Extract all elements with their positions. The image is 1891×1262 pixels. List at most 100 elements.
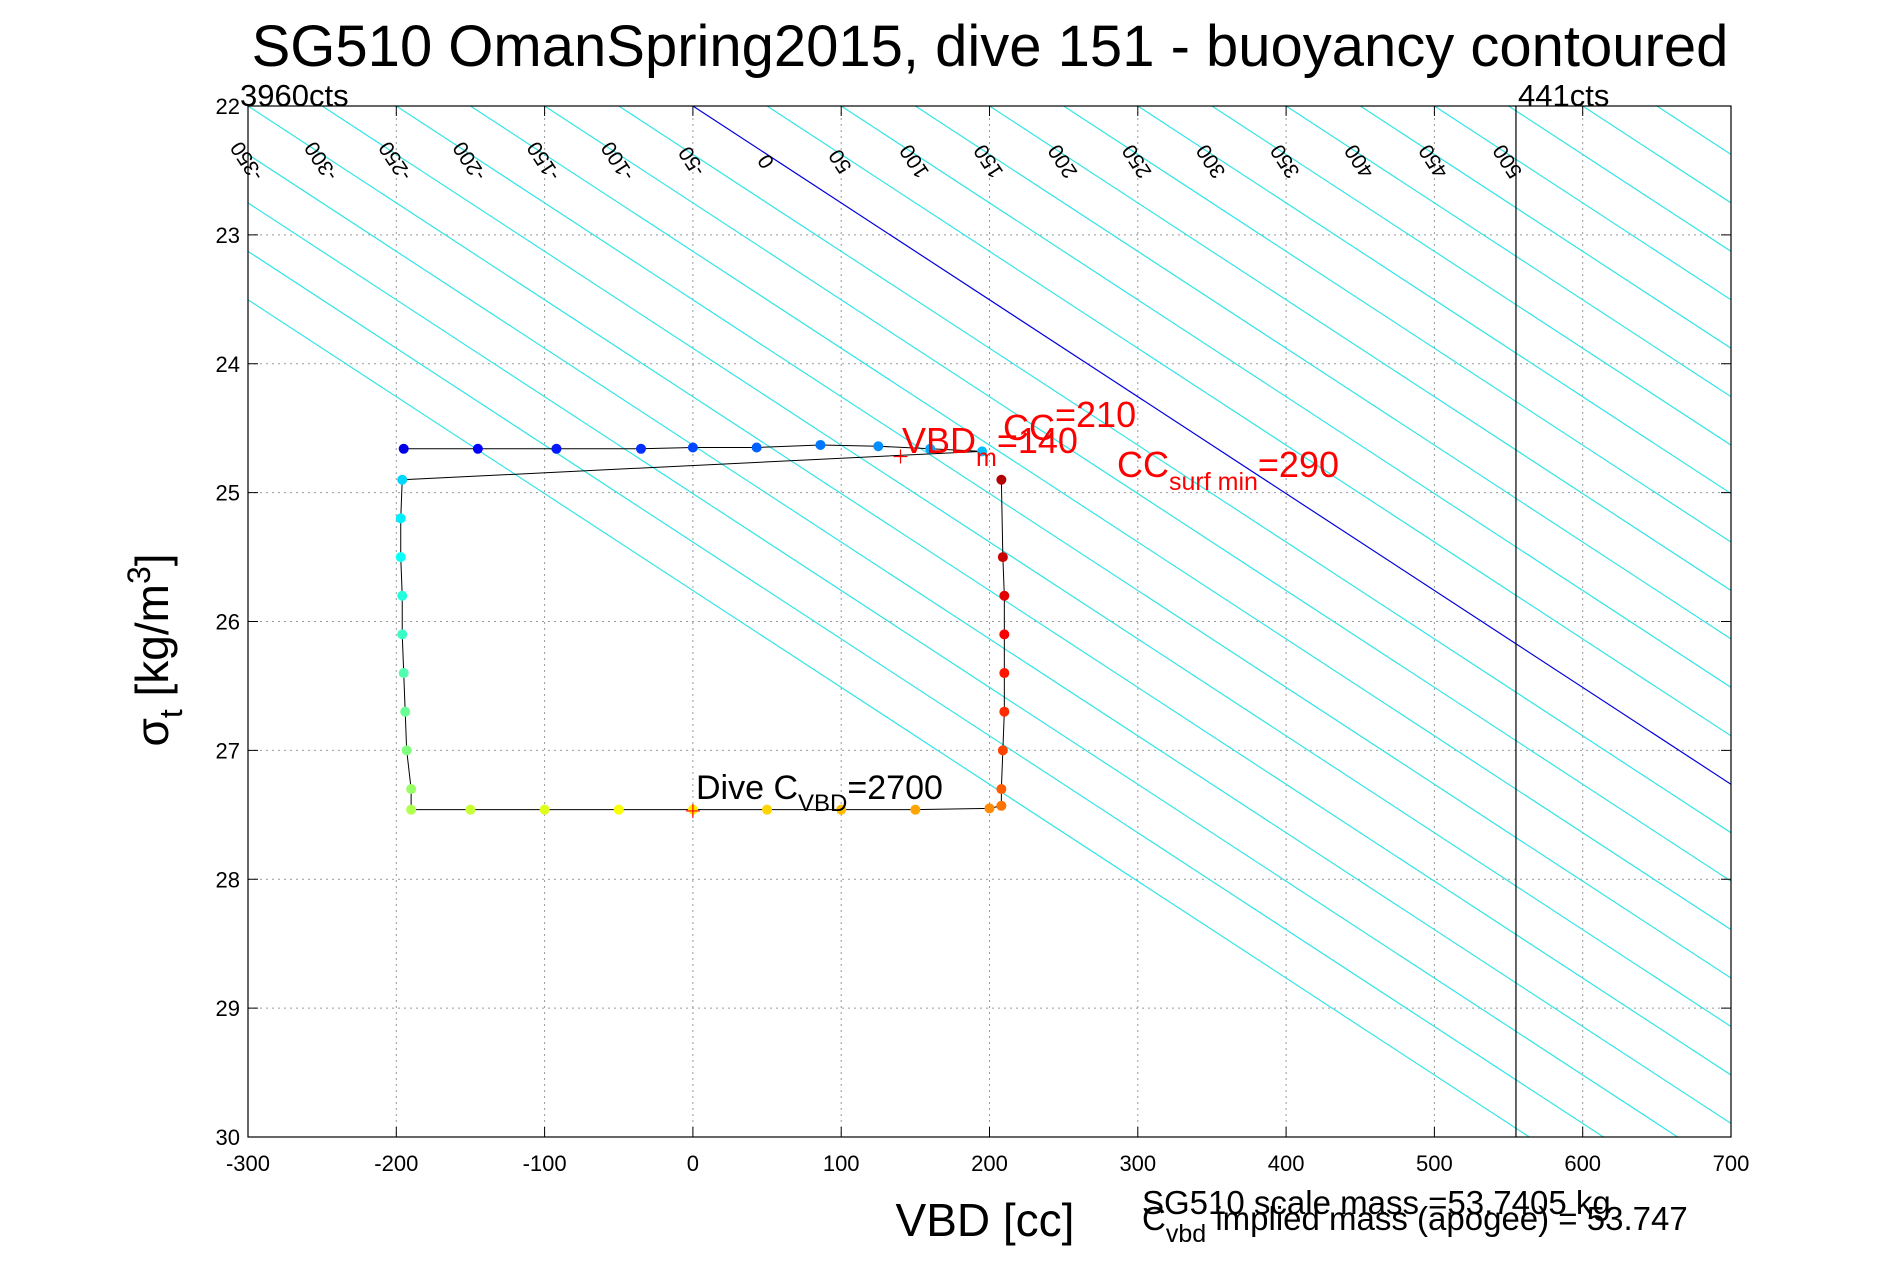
trace-point xyxy=(815,439,826,450)
x-tick-label: -300 xyxy=(226,1151,270,1176)
vbd-min-label-sub: m xyxy=(976,444,997,472)
contour-label: 0 xyxy=(754,150,780,172)
trace-point xyxy=(539,804,550,815)
contour-label: 50 xyxy=(824,145,856,177)
trace-point xyxy=(472,443,483,454)
contour-line xyxy=(321,106,1731,1028)
implied-sub: vbd xyxy=(1166,1220,1206,1248)
y-label-sub: t xyxy=(153,709,189,718)
dive-cvbd-label-base: Dive C xyxy=(696,769,798,807)
contour-line xyxy=(1063,106,1731,543)
vbd-min-label-base: VBD xyxy=(902,420,976,461)
cc-label: CC=210 xyxy=(1003,394,1136,448)
contour-label: 100 xyxy=(895,140,933,182)
x-tick-label: 700 xyxy=(1713,1151,1750,1176)
trace-point xyxy=(925,443,936,454)
y-label-close: ] xyxy=(126,553,178,566)
cc-surf-min-label-base: CC xyxy=(1117,444,1169,485)
contour-line xyxy=(248,202,1678,1137)
cc-label-base: CC xyxy=(1003,407,1055,448)
trace-point xyxy=(406,804,417,815)
trace-point xyxy=(996,784,1007,795)
contour-line xyxy=(1285,106,1731,398)
apogee-marker xyxy=(893,449,908,464)
trace-point xyxy=(406,784,417,795)
trace-point xyxy=(997,745,1008,756)
contour-label: 250 xyxy=(1118,140,1156,182)
y-tick-label: 26 xyxy=(216,610,240,635)
y-label-unit: [kg/m xyxy=(126,584,178,709)
y-tick-label: 23 xyxy=(216,223,240,248)
y-tick-label: 22 xyxy=(216,94,240,119)
contour-label: 200 xyxy=(1044,140,1082,182)
contour-line xyxy=(1359,106,1731,349)
contour-line xyxy=(1211,106,1731,446)
dive-trace xyxy=(395,439,1010,815)
trace-point xyxy=(465,804,476,815)
x-tick-label: -200 xyxy=(374,1151,418,1176)
contour-line xyxy=(1656,106,1731,156)
x-axis-ticks: -300 -200 -100 0 100 200 300 400 500 600 700 xyxy=(226,106,1749,1176)
grid-lines xyxy=(247,105,1732,1138)
implied-base: C xyxy=(1142,1200,1166,1237)
cc-surf-min-label: CCsurf min=290 xyxy=(1117,444,1339,496)
x-tick-label: 100 xyxy=(823,1151,860,1176)
x-tick-label: 200 xyxy=(971,1151,1008,1176)
contour-line xyxy=(544,106,1731,882)
trace-point xyxy=(397,629,408,640)
chart-title: SG510 OmanSpring2015, dive 151 - buoyanc… xyxy=(252,14,1729,79)
trace-point xyxy=(996,800,1007,811)
implied-mass-text: Cvbd implied mass (apogee) = 53.747 xyxy=(1142,1200,1688,1248)
x-axis-label: VBD [cc] xyxy=(896,1194,1075,1246)
contour-label: 350 xyxy=(1266,140,1304,182)
trace-point xyxy=(751,442,762,453)
x-tick-label: 400 xyxy=(1268,1151,1305,1176)
contour-label: 300 xyxy=(1192,140,1230,182)
contour-line xyxy=(248,250,1604,1137)
dive-cvbd-label-sub: VBD xyxy=(798,790,847,817)
contour-label: 400 xyxy=(1340,140,1378,182)
contour-line xyxy=(248,299,1530,1137)
trace-point xyxy=(395,513,406,524)
contour-line xyxy=(395,106,1731,979)
trace-point xyxy=(395,552,406,563)
contour-line xyxy=(692,106,1731,786)
contour-label: -350 xyxy=(226,137,268,185)
trace-point xyxy=(398,668,409,679)
contour-line xyxy=(840,106,1731,689)
contour-label: -50 xyxy=(674,142,710,180)
trace-point xyxy=(635,443,646,454)
contour-line xyxy=(1879,106,1891,1137)
trace-point xyxy=(401,745,412,756)
trace-point xyxy=(996,474,1007,485)
vbd-min-label-value: =140 xyxy=(997,420,1078,461)
scale-mass-text: SG510 scale mass =53.7405 kg xyxy=(1142,1184,1611,1221)
contour-line xyxy=(618,106,1731,834)
trace-point xyxy=(400,706,411,717)
trace-point xyxy=(551,443,562,454)
dive-cvbd-label: Dive CVBD=2700 xyxy=(696,769,943,817)
trace-point xyxy=(873,441,884,452)
trace-point xyxy=(613,804,624,815)
contour-line xyxy=(989,106,1731,592)
contour-line xyxy=(915,106,1731,640)
trace-point xyxy=(997,552,1008,563)
cc-surf-min-label-sub: surf min xyxy=(1169,468,1258,496)
contour-label: 150 xyxy=(970,140,1008,182)
x-tick-label: 0 xyxy=(687,1151,699,1176)
contour-line xyxy=(248,106,1731,1076)
x-tick-label: 600 xyxy=(1564,1151,1601,1176)
cc-label-value: =210 xyxy=(1055,394,1136,435)
vbd-min-label: VBDm=140 xyxy=(902,420,1078,472)
trace-point xyxy=(999,668,1010,679)
trace-point xyxy=(397,474,408,485)
corner-label-left: 3960cts xyxy=(240,78,349,113)
contour-line xyxy=(1137,106,1731,495)
x-tick-label: 500 xyxy=(1416,1151,1453,1176)
y-label-base: σ xyxy=(126,718,178,746)
x-tick-label: 300 xyxy=(1119,1151,1156,1176)
trace-point xyxy=(984,803,995,814)
contour-label: 500 xyxy=(1489,140,1527,182)
y-tick-label: 28 xyxy=(216,867,240,892)
